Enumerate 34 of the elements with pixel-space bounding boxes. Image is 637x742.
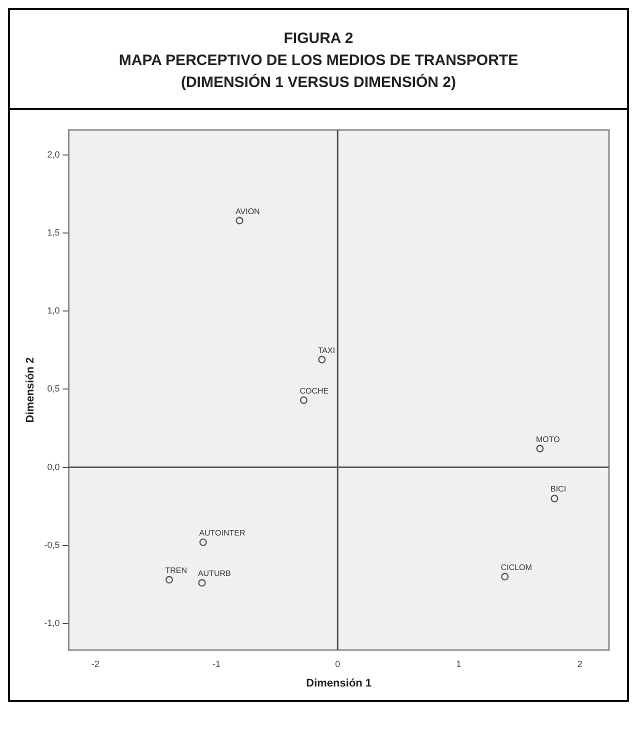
point <box>501 572 509 580</box>
chart-subtitle: MAPA PERCEPTIVO DE LOS MEDIOS DE TRANSPORTE (DIMENSIÓN 1 VERSUS DIMENSIÓN 2) <box>118 51 520 93</box>
x-axis-title: Dimensión 1 <box>306 677 372 690</box>
point <box>198 579 206 587</box>
x-tick-label: -1 <box>212 658 221 669</box>
x-tick-label: -2 <box>91 658 100 669</box>
y-tick-label: 1,5 <box>47 228 60 238</box>
point <box>199 538 207 546</box>
point <box>300 396 308 404</box>
annotation: CICLOM <box>500 562 532 572</box>
x-tick-label: 2 <box>577 658 582 669</box>
annotation: TAXI <box>318 346 336 355</box>
point <box>318 356 326 364</box>
annotation: MOTO <box>536 434 560 444</box>
y-tick-label: -0,5 <box>44 540 60 550</box>
point <box>536 444 544 452</box>
point <box>550 494 558 502</box>
y-axis-title: Dimensión 2 <box>24 357 37 423</box>
annotation: COCHE <box>300 386 329 396</box>
annotation: TREN <box>165 566 188 575</box>
annotation: AUTURB <box>198 569 231 578</box>
x-tick-label: 0 <box>335 658 340 669</box>
annotation: BICI <box>550 484 566 494</box>
annotation: AVION <box>236 206 260 216</box>
point <box>165 576 174 584</box>
y-tick-label: 0,5 <box>47 384 60 394</box>
y-tick-label: 0,0 <box>47 462 60 472</box>
y-tick-label: 1,0 <box>47 306 60 316</box>
y-tick-label: 2,0 <box>47 149 60 160</box>
annotation: AUTOINTER <box>199 528 246 538</box>
chart-title: FIGURA 2 <box>282 29 354 49</box>
point <box>236 216 244 224</box>
y-tick-label: -1,0 <box>44 618 60 628</box>
x-tick-label: 1 <box>456 658 462 669</box>
